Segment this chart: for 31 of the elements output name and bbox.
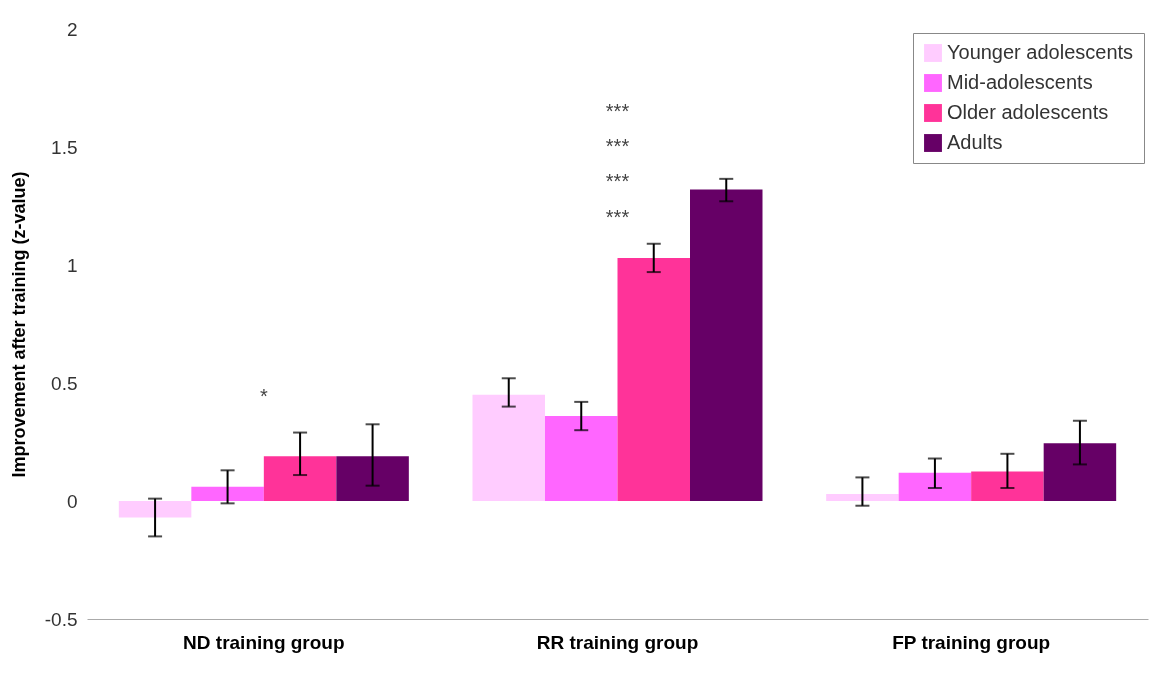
x-tick-label: RR training group	[536, 631, 699, 653]
bar	[336, 456, 409, 501]
bar	[1043, 443, 1117, 501]
y-tick-label: 1	[66, 254, 78, 276]
legend-label: Adults	[947, 131, 1003, 153]
y-tick-label: -0.5	[44, 608, 78, 630]
bar	[617, 257, 690, 501]
x-tick-label: FP training group	[892, 631, 1051, 653]
y-axis-title: Improvement after training (z-value)	[8, 171, 29, 478]
bar	[826, 493, 899, 501]
bar	[898, 472, 972, 501]
y-tick-label: 2	[66, 18, 78, 40]
legend-label: Younger adolescents	[947, 41, 1134, 63]
bar	[263, 456, 337, 501]
annotation: *	[259, 385, 268, 408]
legend-label: Mid-adolescents	[947, 71, 1093, 93]
bar	[690, 189, 763, 501]
legend-label: Older adolescents	[947, 101, 1109, 123]
y-tick-label: 0.5	[51, 372, 78, 394]
bar	[971, 471, 1044, 501]
x-tick-label: ND training group	[183, 631, 345, 653]
bar	[472, 394, 545, 501]
annotation: ***	[605, 99, 630, 122]
bar	[545, 416, 618, 501]
annotation: ***	[605, 170, 630, 193]
annotation: ***	[605, 205, 630, 228]
y-tick-label: 1.5	[51, 136, 78, 158]
y-tick-label: 0	[66, 490, 78, 512]
bar	[191, 486, 264, 501]
annotation: ***	[605, 135, 630, 157]
bar	[118, 501, 192, 518]
